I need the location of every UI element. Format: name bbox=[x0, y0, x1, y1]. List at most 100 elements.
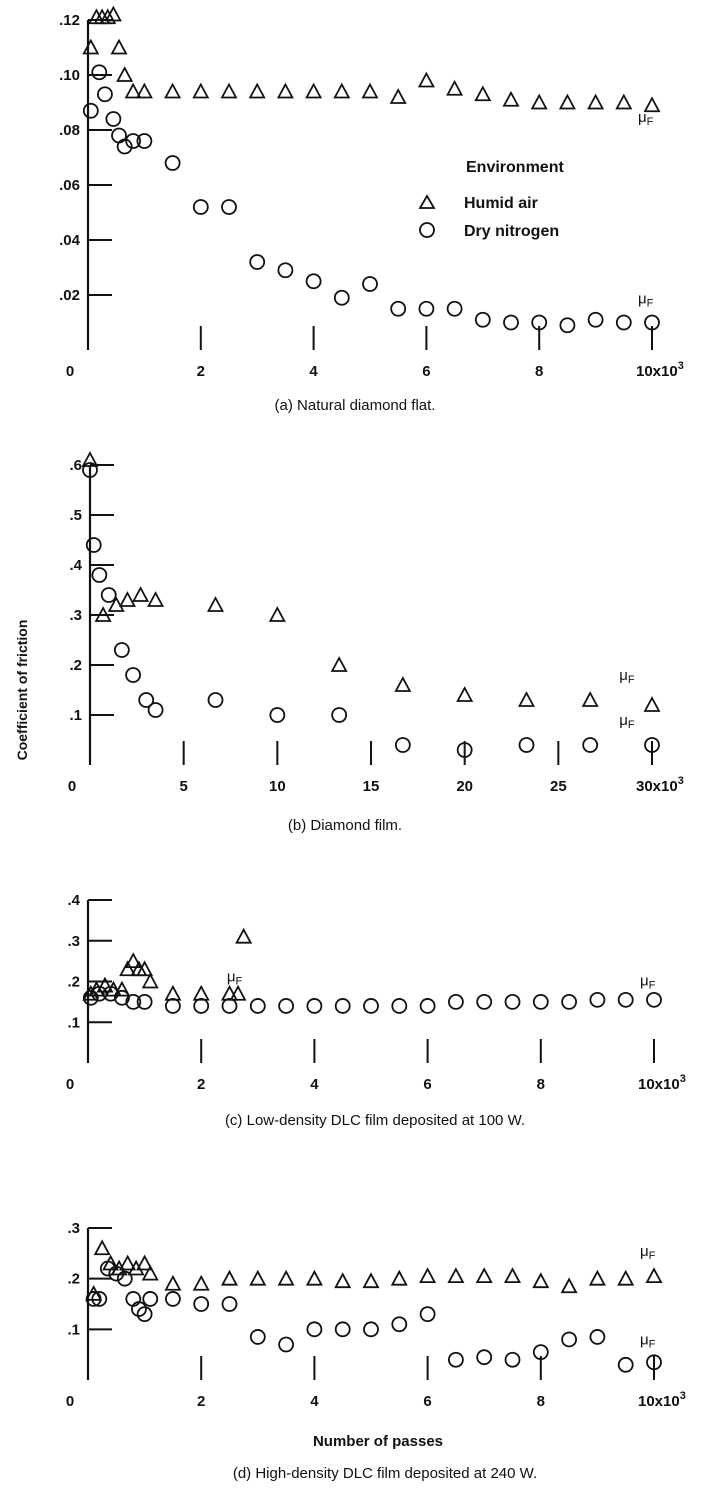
panel-a-circle-point bbox=[249, 254, 266, 270]
panel-d-triangle-point bbox=[588, 1269, 606, 1286]
panel-a-marks bbox=[82, 5, 661, 334]
panel-d-triangle-point bbox=[192, 1274, 210, 1291]
panel-c-circle-point bbox=[391, 998, 408, 1014]
panel-c-circle-point bbox=[646, 991, 662, 1008]
x-axis-label: Number of passes bbox=[313, 1433, 443, 1450]
panel-a-triangle-point bbox=[220, 82, 238, 99]
panel-b-triangle-point bbox=[268, 606, 286, 622]
panel-a-mu-label: μF bbox=[638, 109, 654, 128]
panel-b-triangle-point bbox=[643, 696, 661, 712]
panel-c-marks bbox=[82, 927, 662, 1014]
panel-a-circle-point bbox=[97, 86, 113, 103]
panel-c-circle-point bbox=[82, 989, 99, 1006]
panel-d-circle-point bbox=[561, 1331, 577, 1348]
panel-a-circle-point bbox=[333, 289, 350, 306]
panel-c-circle-point bbox=[249, 998, 266, 1014]
panel-d-circle-point bbox=[278, 1336, 295, 1353]
panel-a-circle-point bbox=[221, 199, 237, 215]
panel-b-triangle-point bbox=[118, 591, 136, 607]
panel-d-triangle-point bbox=[645, 1267, 663, 1284]
panel-a-circle-point bbox=[136, 133, 153, 149]
panel-a-triangle-point bbox=[135, 82, 153, 99]
panel-d-triangle-point bbox=[119, 1254, 137, 1271]
panel-c-triangle-point bbox=[141, 972, 159, 989]
panel-a-circle-point bbox=[503, 314, 519, 331]
panel-b-marks bbox=[81, 451, 661, 758]
panel-a-circle-point bbox=[82, 102, 99, 119]
panel-a-circle-point bbox=[474, 311, 491, 328]
panel-a-circle-point bbox=[559, 317, 576, 334]
panel-b-y-tick-label: .5 bbox=[69, 507, 82, 524]
chart-panel-c: .1 .2 .3 .4 0 2 4 6 8 10x103 (c) Low-density DLC … bbox=[66, 892, 686, 1129]
panel-a-triangle-point bbox=[558, 93, 576, 110]
panel-b-triangle-point bbox=[394, 676, 412, 692]
panel-c-circle-point bbox=[193, 998, 210, 1014]
panel-c-circle-point bbox=[447, 993, 464, 1010]
panel-a-x-tick-label: 10x103 bbox=[636, 360, 684, 380]
panel-c-triangle-point bbox=[235, 927, 253, 944]
panel-a-circle-point bbox=[390, 300, 407, 317]
panel-d-x-tick-label: 0 bbox=[66, 1393, 74, 1410]
panel-a-circle-point bbox=[91, 64, 108, 81]
panel-d-circle-point bbox=[363, 1321, 379, 1338]
panel-a-triangle-point bbox=[474, 85, 492, 102]
panel-d-circle-point bbox=[131, 1301, 147, 1317]
panel-a-mu-label: μF bbox=[638, 290, 654, 309]
panel-a-triangle-point bbox=[164, 82, 182, 99]
panel-a-triangle-point bbox=[248, 82, 266, 99]
panel-a-caption: (a) Natural diamond flat. bbox=[275, 397, 436, 414]
panel-c-circle-point bbox=[617, 991, 634, 1008]
panel-a-triangle-point bbox=[116, 66, 134, 82]
panel-b-circle-point bbox=[85, 537, 102, 553]
panel-a-triangle-point bbox=[82, 38, 100, 55]
panel-b-circle-point bbox=[138, 692, 155, 708]
panel-b-triangle-point bbox=[581, 691, 599, 707]
panel-c-triangle-point bbox=[192, 984, 210, 1001]
panel-d-triangle-point bbox=[560, 1277, 578, 1294]
panel-b-y-tick-label: .6 bbox=[69, 457, 82, 474]
panel-d-x-tick-label: 2 bbox=[197, 1393, 205, 1410]
y-axis-label: Coefficient of friction bbox=[14, 620, 30, 761]
panel-d-circle-point bbox=[419, 1306, 436, 1323]
panel-a-triangle-point bbox=[99, 8, 117, 25]
panel-d-x-tick-label: 4 bbox=[310, 1393, 319, 1410]
panel-d-triangle-point bbox=[277, 1269, 295, 1286]
panel-d-triangle-point bbox=[164, 1274, 182, 1291]
panel-b-circle-point bbox=[582, 737, 599, 753]
panel-d-x-tick-label: 8 bbox=[537, 1393, 545, 1410]
panel-a-y-tick-label: .10 bbox=[59, 67, 80, 84]
panel-a-x-tick-label: 4 bbox=[309, 363, 318, 380]
panel-a-y-tick-label: .12 bbox=[59, 12, 80, 29]
panel-a-triangle-point bbox=[305, 82, 323, 99]
panel-a-triangle-point bbox=[104, 5, 122, 22]
panel-d-axes: .1 .2 .3 0 2 4 6 8 10x103 bbox=[66, 1220, 686, 1410]
panel-a-circle-point bbox=[164, 155, 181, 171]
legend-title: Environment bbox=[466, 159, 564, 176]
panel-b-circle-point bbox=[113, 642, 130, 658]
chart-panel-a: .02 .04 .06 .08 .10 .12 0 2 4 6 8 10x103 (a) Natura… bbox=[59, 5, 684, 414]
panel-c-circle-point bbox=[164, 998, 181, 1014]
panel-d-circle-point bbox=[108, 1265, 125, 1282]
panel-c-caption: (c) Low-density DLC film deposited at 10… bbox=[225, 1112, 525, 1129]
panel-b-triangle-point bbox=[107, 596, 125, 612]
panel-d-triangle-point bbox=[93, 1239, 111, 1256]
chart-panel-d: .1 .2 .3 0 2 4 6 8 10x103 Number of passes (d) H… bbox=[66, 1220, 686, 1482]
panel-d-circle-point bbox=[99, 1260, 116, 1277]
panel-d-marks bbox=[85, 1239, 663, 1373]
panel-b-triangle-point bbox=[456, 686, 474, 702]
panel-b-x-tick-label: 25 bbox=[550, 778, 567, 795]
panel-c-circle-point bbox=[561, 993, 577, 1010]
panel-a-triangle-point bbox=[530, 93, 548, 110]
panel-d-x-tick-label: 10x103 bbox=[638, 1390, 686, 1410]
panel-c-triangle-point bbox=[96, 976, 114, 993]
panel-a-y-tick-label: .02 bbox=[59, 287, 80, 304]
panel-c-circle-point bbox=[334, 998, 351, 1014]
panel-d-triangle-point bbox=[136, 1254, 154, 1271]
panel-d-circle-point bbox=[249, 1329, 266, 1345]
panel-b-x-tick-label: 20 bbox=[456, 778, 473, 795]
panel-a-circle-point bbox=[105, 111, 122, 127]
panel-a-triangle-point bbox=[417, 71, 435, 88]
panel-a-triangle-point bbox=[124, 82, 142, 99]
panel-a-triangle-point bbox=[587, 93, 605, 110]
panel-b-mu-label: μF bbox=[619, 667, 635, 686]
